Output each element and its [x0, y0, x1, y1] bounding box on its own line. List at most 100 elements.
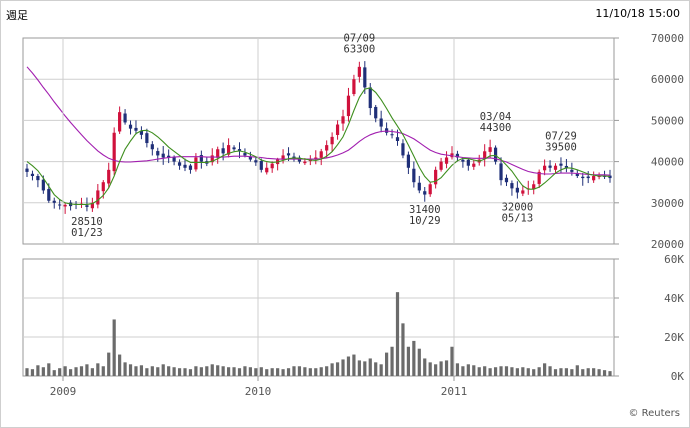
volume-bar: [417, 348, 421, 376]
candle-body: [101, 182, 105, 192]
candle-body: [85, 205, 89, 207]
volume-bar: [150, 366, 154, 376]
volume-bar: [265, 369, 269, 376]
candle-body: [379, 118, 383, 127]
volume-bar: [79, 366, 84, 376]
volume-bar: [352, 354, 356, 376]
candle: [58, 199, 62, 210]
candle: [270, 161, 274, 173]
candle: [548, 160, 552, 172]
candle: [281, 149, 285, 164]
candle: [128, 120, 133, 135]
price-panel: 70000 60000 50000 40000 30000 20000: [22, 32, 684, 251]
candle: [461, 157, 465, 168]
candle-body: [259, 160, 263, 170]
candle-body: [346, 95, 351, 117]
candle-body: [156, 151, 160, 156]
candle: [444, 151, 449, 169]
candle: [357, 61, 361, 83]
volume-bar: [390, 346, 394, 376]
candle: [237, 142, 242, 159]
volume-bar: [286, 368, 291, 376]
candle: [183, 158, 187, 172]
volume-bar: [297, 366, 302, 376]
candle: [107, 162, 111, 189]
candle: [586, 171, 590, 184]
candle-body: [390, 134, 394, 136]
volume-bar: [461, 366, 465, 376]
volume-tick-label: 20K: [664, 331, 684, 344]
candle-body: [499, 163, 503, 181]
candle-body: [303, 161, 307, 164]
candle: [319, 148, 323, 166]
annotation-date: 07/09: [344, 33, 376, 45]
volume-bar: [292, 366, 296, 376]
candle: [374, 104, 378, 123]
volume-bar: [597, 369, 601, 376]
x-tick-label: 2010: [245, 385, 272, 398]
volume-bar: [401, 323, 405, 376]
candle-body: [52, 200, 56, 203]
candle: [226, 138, 231, 158]
candle: [543, 159, 547, 176]
candle: [346, 87, 351, 122]
volume-bar: [488, 368, 492, 376]
candle-body: [406, 154, 411, 168]
period-label: 週足: [6, 9, 28, 22]
candle: [537, 169, 541, 188]
candle: [385, 122, 389, 136]
candle-body: [237, 149, 242, 152]
volume-bar: [363, 361, 367, 376]
candle-body: [521, 190, 525, 194]
candle: [341, 109, 345, 131]
candle: [145, 128, 149, 148]
volume-bar: [221, 366, 225, 376]
candle: [515, 181, 519, 199]
candle: [63, 202, 67, 214]
volume-bar: [477, 367, 481, 376]
volume-bar: [330, 363, 334, 376]
ma-short-line: [26, 87, 611, 205]
timestamp: 11/10/18 15:00: [595, 7, 680, 20]
candle: [406, 151, 411, 175]
volume-bar: [592, 368, 596, 376]
volume-bar: [237, 368, 242, 376]
volume-bar: [472, 365, 476, 376]
candle-body: [335, 124, 340, 135]
volume-bar: [483, 366, 487, 376]
candle: [521, 185, 525, 197]
volume-tick-label: 0K: [671, 370, 685, 383]
candle: [314, 150, 318, 165]
candle: [216, 146, 220, 164]
volume-bar: [226, 367, 231, 376]
volume-panel-frame: [22, 258, 615, 377]
volume-bar: [276, 368, 280, 376]
candle-body: [177, 162, 182, 166]
volume-bar: [526, 368, 530, 376]
volume-bar: [504, 366, 509, 376]
volume-bar: [74, 367, 78, 376]
annotation-value: 44300: [480, 122, 512, 134]
volume-bar: [357, 360, 361, 376]
candle: [526, 180, 530, 195]
volume-bar: [570, 369, 574, 376]
candle: [36, 173, 40, 188]
candle: [150, 141, 154, 156]
volume-bar: [216, 365, 220, 376]
candle-body: [461, 159, 465, 162]
candle: [472, 159, 476, 170]
annotation-date: 05/13: [502, 213, 534, 225]
candle: [379, 110, 383, 133]
candle: [325, 140, 329, 158]
volume-bar: [41, 367, 45, 376]
volume-tick-label: 60K: [664, 253, 684, 266]
candle-body: [194, 157, 198, 170]
candle-body: [150, 144, 154, 150]
candle-body: [385, 128, 389, 133]
credit: © Reuters: [628, 408, 680, 419]
volume-bar: [123, 362, 127, 376]
volume-bar: [210, 364, 214, 376]
